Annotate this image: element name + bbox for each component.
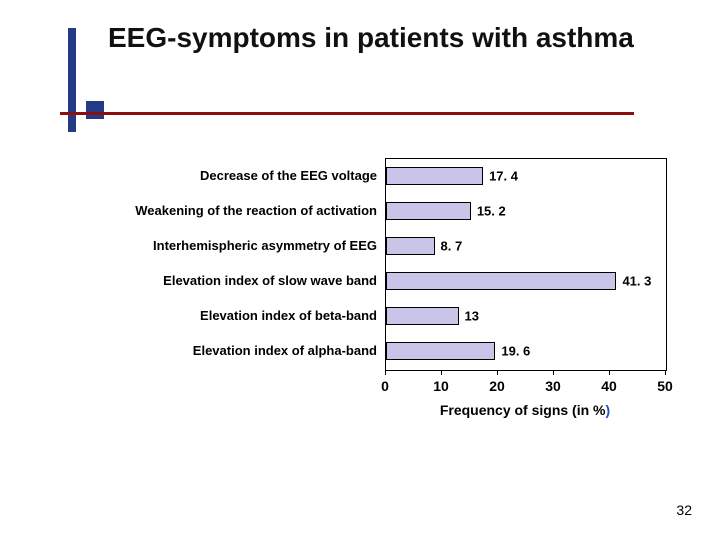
- x-tick: [441, 370, 442, 375]
- bar-value-label: 13: [465, 308, 479, 323]
- bar-value-label: 19. 6: [501, 343, 530, 358]
- x-tick: [665, 370, 666, 375]
- category-label: Interhemispheric asymmetry of EEG: [80, 238, 377, 252]
- title-vertical-bar: [68, 28, 76, 132]
- page-number: 32: [676, 502, 692, 518]
- category-label: Decrease of the EEG voltage: [80, 168, 377, 182]
- x-tick: [385, 370, 386, 375]
- bar-value-label: 8. 7: [441, 238, 463, 253]
- category-label: Elevation index of slow wave band: [80, 273, 377, 287]
- bar: [386, 342, 495, 360]
- bar: [386, 272, 616, 290]
- slide-title: EEG-symptoms in patients with asthma: [108, 22, 668, 54]
- x-axis-title-close-paren: ): [606, 402, 611, 418]
- bar: [386, 307, 459, 325]
- category-label: Weakening of the reaction of activation: [80, 203, 377, 217]
- x-tick: [553, 370, 554, 375]
- x-tick: [497, 370, 498, 375]
- chart-row: Elevation index of slow wave band 41. 3: [80, 263, 670, 298]
- x-tick: [609, 370, 610, 375]
- bar: [386, 237, 435, 255]
- x-axis: [385, 370, 665, 371]
- bar-value-label: 41. 3: [622, 273, 651, 288]
- chart-row: Elevation index of beta-band 13: [80, 298, 670, 333]
- chart-row: Weakening of the reaction of activation 1…: [80, 193, 670, 228]
- title-underline: [60, 112, 634, 115]
- eeg-symptoms-chart: 0 10 20 30 40 50 Frequency of signs (in %) De…: [80, 150, 670, 415]
- category-label: Elevation index of beta-band: [80, 308, 377, 322]
- bar: [386, 202, 471, 220]
- x-tick-label: 40: [601, 378, 617, 394]
- chart-row: Elevation index of alpha-band 19. 6: [80, 333, 670, 368]
- bar: [386, 167, 483, 185]
- x-tick-label: 20: [489, 378, 505, 394]
- x-axis-title: Frequency of signs (in %): [385, 402, 665, 418]
- x-tick-label: 50: [657, 378, 673, 394]
- x-axis-title-text: Frequency of signs (in %: [440, 402, 606, 418]
- title-square: [86, 101, 104, 119]
- x-tick-label: 10: [433, 378, 449, 394]
- slide: EEG-symptoms in patients with asthma 0 10…: [0, 0, 720, 540]
- chart-row: Decrease of the EEG voltage 17. 4: [80, 158, 670, 193]
- x-tick-label: 30: [545, 378, 561, 394]
- bar-value-label: 15. 2: [477, 203, 506, 218]
- chart-row: Interhemispheric asymmetry of EEG 8. 7: [80, 228, 670, 263]
- bar-value-label: 17. 4: [489, 168, 518, 183]
- x-tick-label: 0: [381, 378, 389, 394]
- category-label: Elevation index of alpha-band: [80, 343, 377, 357]
